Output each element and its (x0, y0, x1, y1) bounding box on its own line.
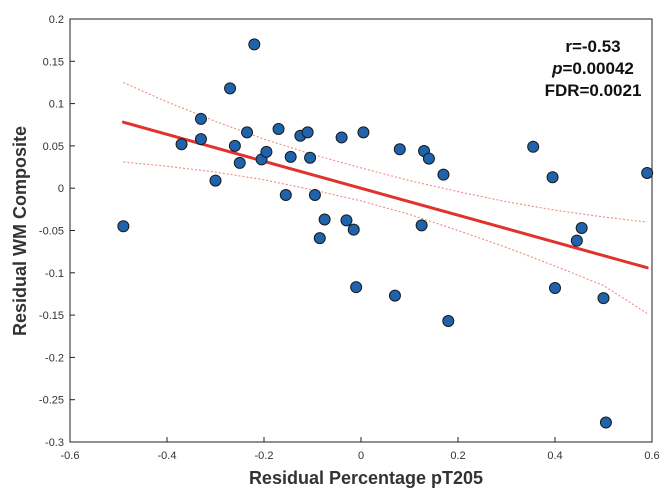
ci-upper-bound (123, 81, 648, 223)
y-tick-label: 0.2 (49, 14, 64, 26)
data-point (241, 126, 254, 139)
data-point (415, 219, 428, 232)
p-symbol: p (551, 59, 562, 78)
data-points (117, 38, 654, 429)
y-axis-label: Residual WM Composite (10, 126, 30, 336)
data-point (194, 133, 207, 146)
stats-annotation: r=-0.53 p=0.00042 FDR=0.0021 (545, 37, 642, 100)
data-point (308, 188, 321, 201)
confidence-band (123, 81, 648, 314)
data-point (279, 188, 292, 201)
y-axis-ticks: -0.3 -0.25 -0.2 -0.15 -0.1 -0.05 0 0.05 0.1 0.15 0… (39, 14, 75, 449)
y-tick-label: -0.2 (45, 352, 64, 364)
data-point (437, 168, 450, 181)
data-point (175, 138, 188, 151)
data-point (357, 126, 370, 139)
data-point (546, 171, 559, 184)
data-point (224, 82, 237, 95)
data-point (422, 152, 435, 165)
p-value: =0.00042 (563, 59, 634, 78)
x-tick-label: 0.4 (547, 450, 562, 462)
data-point (575, 221, 588, 234)
data-point (597, 292, 610, 305)
y-tick-label: -0.3 (45, 437, 64, 449)
p-value-label: p=0.00042 (551, 59, 634, 78)
x-tick-label: 0 (358, 450, 364, 462)
data-point (442, 315, 455, 328)
y-tick-label: -0.25 (39, 395, 64, 407)
regression-line-layer (121, 120, 649, 270)
y-tick-label: 0.05 (43, 141, 64, 153)
ci-lower-bound (123, 161, 648, 314)
data-point (260, 145, 273, 158)
data-point (284, 150, 297, 163)
x-axis-ticks: -0.6 -0.4 -0.2 0 0.2 0.4 0.6 (61, 437, 660, 462)
data-point (340, 214, 353, 227)
y-tick-label: 0 (58, 183, 64, 195)
data-point (304, 151, 317, 164)
data-point (570, 234, 583, 247)
data-point (388, 289, 401, 302)
x-tick-label: -0.4 (158, 450, 177, 462)
y-tick-label: 0.15 (43, 56, 64, 68)
x-axis-label: Residual Percentage pT205 (249, 468, 483, 488)
data-point (272, 122, 285, 135)
data-point (233, 156, 246, 169)
data-point (248, 38, 261, 51)
x-tick-label: 0.2 (450, 450, 465, 462)
x-tick-label: -0.2 (255, 450, 274, 462)
x-tick-label: 0.6 (644, 450, 659, 462)
data-point (641, 166, 654, 179)
y-tick-label: -0.1 (45, 268, 64, 280)
data-point (549, 282, 561, 295)
data-point (599, 416, 612, 429)
y-tick-label: -0.05 (39, 226, 64, 238)
y-tick-label: 0.1 (49, 99, 64, 111)
x-tick-label: -0.6 (61, 450, 80, 462)
fdr-label: FDR=0.0021 (545, 81, 642, 100)
regression-line (121, 120, 649, 270)
y-tick-label: -0.15 (39, 310, 64, 322)
data-point (527, 140, 540, 153)
data-point (194, 112, 207, 125)
data-point (117, 220, 130, 233)
data-point (228, 139, 241, 152)
data-point (301, 126, 314, 139)
data-point (313, 232, 326, 245)
data-point (393, 143, 406, 156)
data-point (318, 213, 331, 226)
data-point (209, 174, 222, 187)
data-point (350, 281, 363, 294)
data-point (335, 131, 348, 144)
correlation-r-label: r=-0.53 (565, 37, 620, 56)
data-point (347, 223, 360, 236)
